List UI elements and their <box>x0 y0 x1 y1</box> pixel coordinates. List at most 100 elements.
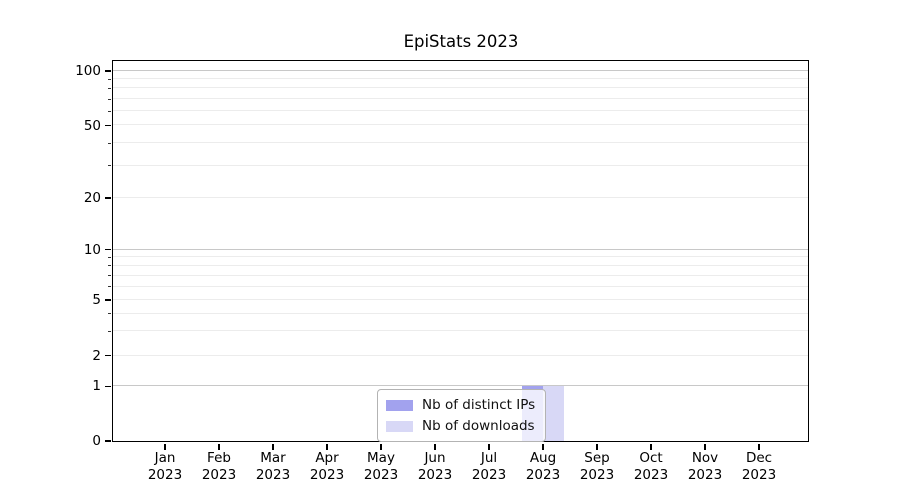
x-tick <box>596 444 598 450</box>
x-tick-label-month: Apr <box>315 450 339 466</box>
x-tick-label-month: Oct <box>639 450 663 466</box>
y-tick <box>104 385 111 388</box>
gridline-major <box>113 384 808 386</box>
x-tick-label-year: 2023 <box>741 466 777 483</box>
x-tick-label-year: 2023 <box>579 466 615 483</box>
legend-label-distinct-ips: Nb of distinct IPs <box>422 397 536 413</box>
y-minor-tick <box>108 78 111 80</box>
x-tick-label: Apr 2023 <box>300 450 354 483</box>
x-tick-label-year: 2023 <box>633 466 669 483</box>
gridline-minor <box>113 256 808 257</box>
legend-swatch-downloads <box>386 420 413 432</box>
x-tick-label: Nov 2023 <box>678 450 732 483</box>
y-minor-tick <box>108 142 111 144</box>
y-tick <box>104 248 111 251</box>
chart-title: EpiStats 2023 <box>403 32 519 51</box>
y-tick-label: 2 <box>92 347 101 364</box>
x-tick <box>704 444 706 450</box>
x-tick-label-month: Nov <box>691 450 719 466</box>
y-tick-label: 100 <box>75 62 101 79</box>
y-tick-label: 1 <box>92 378 101 395</box>
legend-label-downloads: Nb of downloads <box>422 418 535 434</box>
x-tick-label-month: Jan <box>154 450 176 466</box>
y-minor-tick <box>108 110 111 112</box>
y-tick <box>104 70 111 72</box>
gridline-minor <box>113 265 808 266</box>
gridline-major <box>113 248 808 250</box>
y-tick-label: 20 <box>83 189 101 206</box>
x-tick <box>272 444 274 450</box>
x-tick-label-year: 2023 <box>525 466 561 483</box>
y-minor-tick <box>108 88 111 89</box>
x-tick-label-year: 2023 <box>255 466 291 483</box>
x-tick-label: Oct 2023 <box>624 450 678 483</box>
x-tick-label-month: Jul <box>480 450 498 466</box>
x-tick <box>380 444 382 450</box>
bar-nb-of-downloads <box>543 386 564 441</box>
x-tick-label-month: Aug <box>529 450 557 466</box>
gridline-minor <box>113 142 808 143</box>
legend-item-distinct-ips: Nb of distinct IPs <box>386 396 535 414</box>
gridline-minor <box>113 286 808 287</box>
y-minor-tick <box>108 275 111 277</box>
y-tick <box>104 355 111 357</box>
x-tick-label: Dec 2023 <box>732 450 786 483</box>
x-tick-label-month: May <box>367 450 395 466</box>
gridline-minor <box>113 355 808 356</box>
gridline-minor <box>113 165 808 166</box>
x-tick-label-year: 2023 <box>363 466 399 483</box>
x-tick <box>542 444 544 450</box>
y-minor-tick <box>108 330 111 332</box>
x-tick-label: Aug 2023 <box>516 450 570 483</box>
gridline-minor <box>113 330 808 331</box>
x-tick-label-year: 2023 <box>201 466 237 483</box>
y-minor-tick <box>108 265 111 267</box>
y-minor-tick <box>108 165 111 167</box>
y-tick-label: 0 <box>92 433 101 449</box>
gridline-minor <box>113 299 808 300</box>
gridline-minor <box>113 313 808 314</box>
gridline-minor <box>113 275 808 276</box>
x-tick <box>488 444 490 450</box>
x-tick-label-month: Mar <box>260 450 286 466</box>
x-tick-label-month: Sep <box>584 450 610 466</box>
x-tick-label: Feb 2023 <box>192 450 246 483</box>
y-tick <box>104 197 111 199</box>
x-tick-label-year: 2023 <box>309 466 345 483</box>
gridline-minor <box>113 197 808 198</box>
y-tick-label: 10 <box>83 241 101 258</box>
y-tick <box>104 440 111 442</box>
x-tick-label: May 2023 <box>354 450 408 483</box>
y-minor-tick <box>108 286 111 288</box>
gridline-minor <box>113 98 808 99</box>
y-minor-tick <box>108 98 111 100</box>
y-tick <box>104 124 111 127</box>
x-tick-label: Sep 2023 <box>570 450 624 483</box>
x-tick-label: Jan 2023 <box>138 450 192 483</box>
x-tick <box>758 444 760 450</box>
x-tick-label-month: Jun <box>424 450 446 466</box>
x-tick-label-month: Dec <box>745 450 773 466</box>
gridline-minor <box>113 124 808 125</box>
legend-swatch-distinct-ips <box>386 399 413 411</box>
legend-item-downloads: Nb of downloads <box>386 417 535 435</box>
x-tick <box>164 444 166 450</box>
x-tick <box>218 444 220 450</box>
x-tick-label-year: 2023 <box>471 466 507 483</box>
gridline-minor <box>113 87 808 88</box>
y-tick <box>104 299 111 301</box>
x-tick <box>650 444 652 450</box>
x-tick-label-year: 2023 <box>417 466 453 483</box>
x-tick-label-year: 2023 <box>147 466 183 483</box>
gridline-major <box>113 69 808 71</box>
x-tick <box>326 444 328 450</box>
y-tick-label: 5 <box>92 292 101 309</box>
x-tick-label: Jul 2023 <box>462 450 516 483</box>
y-minor-tick <box>108 313 111 315</box>
gridline-minor <box>113 110 808 111</box>
y-minor-tick <box>108 256 111 258</box>
x-tick <box>434 444 436 450</box>
x-tick-label: Mar 2023 <box>246 450 300 483</box>
gridline-minor <box>113 78 808 79</box>
